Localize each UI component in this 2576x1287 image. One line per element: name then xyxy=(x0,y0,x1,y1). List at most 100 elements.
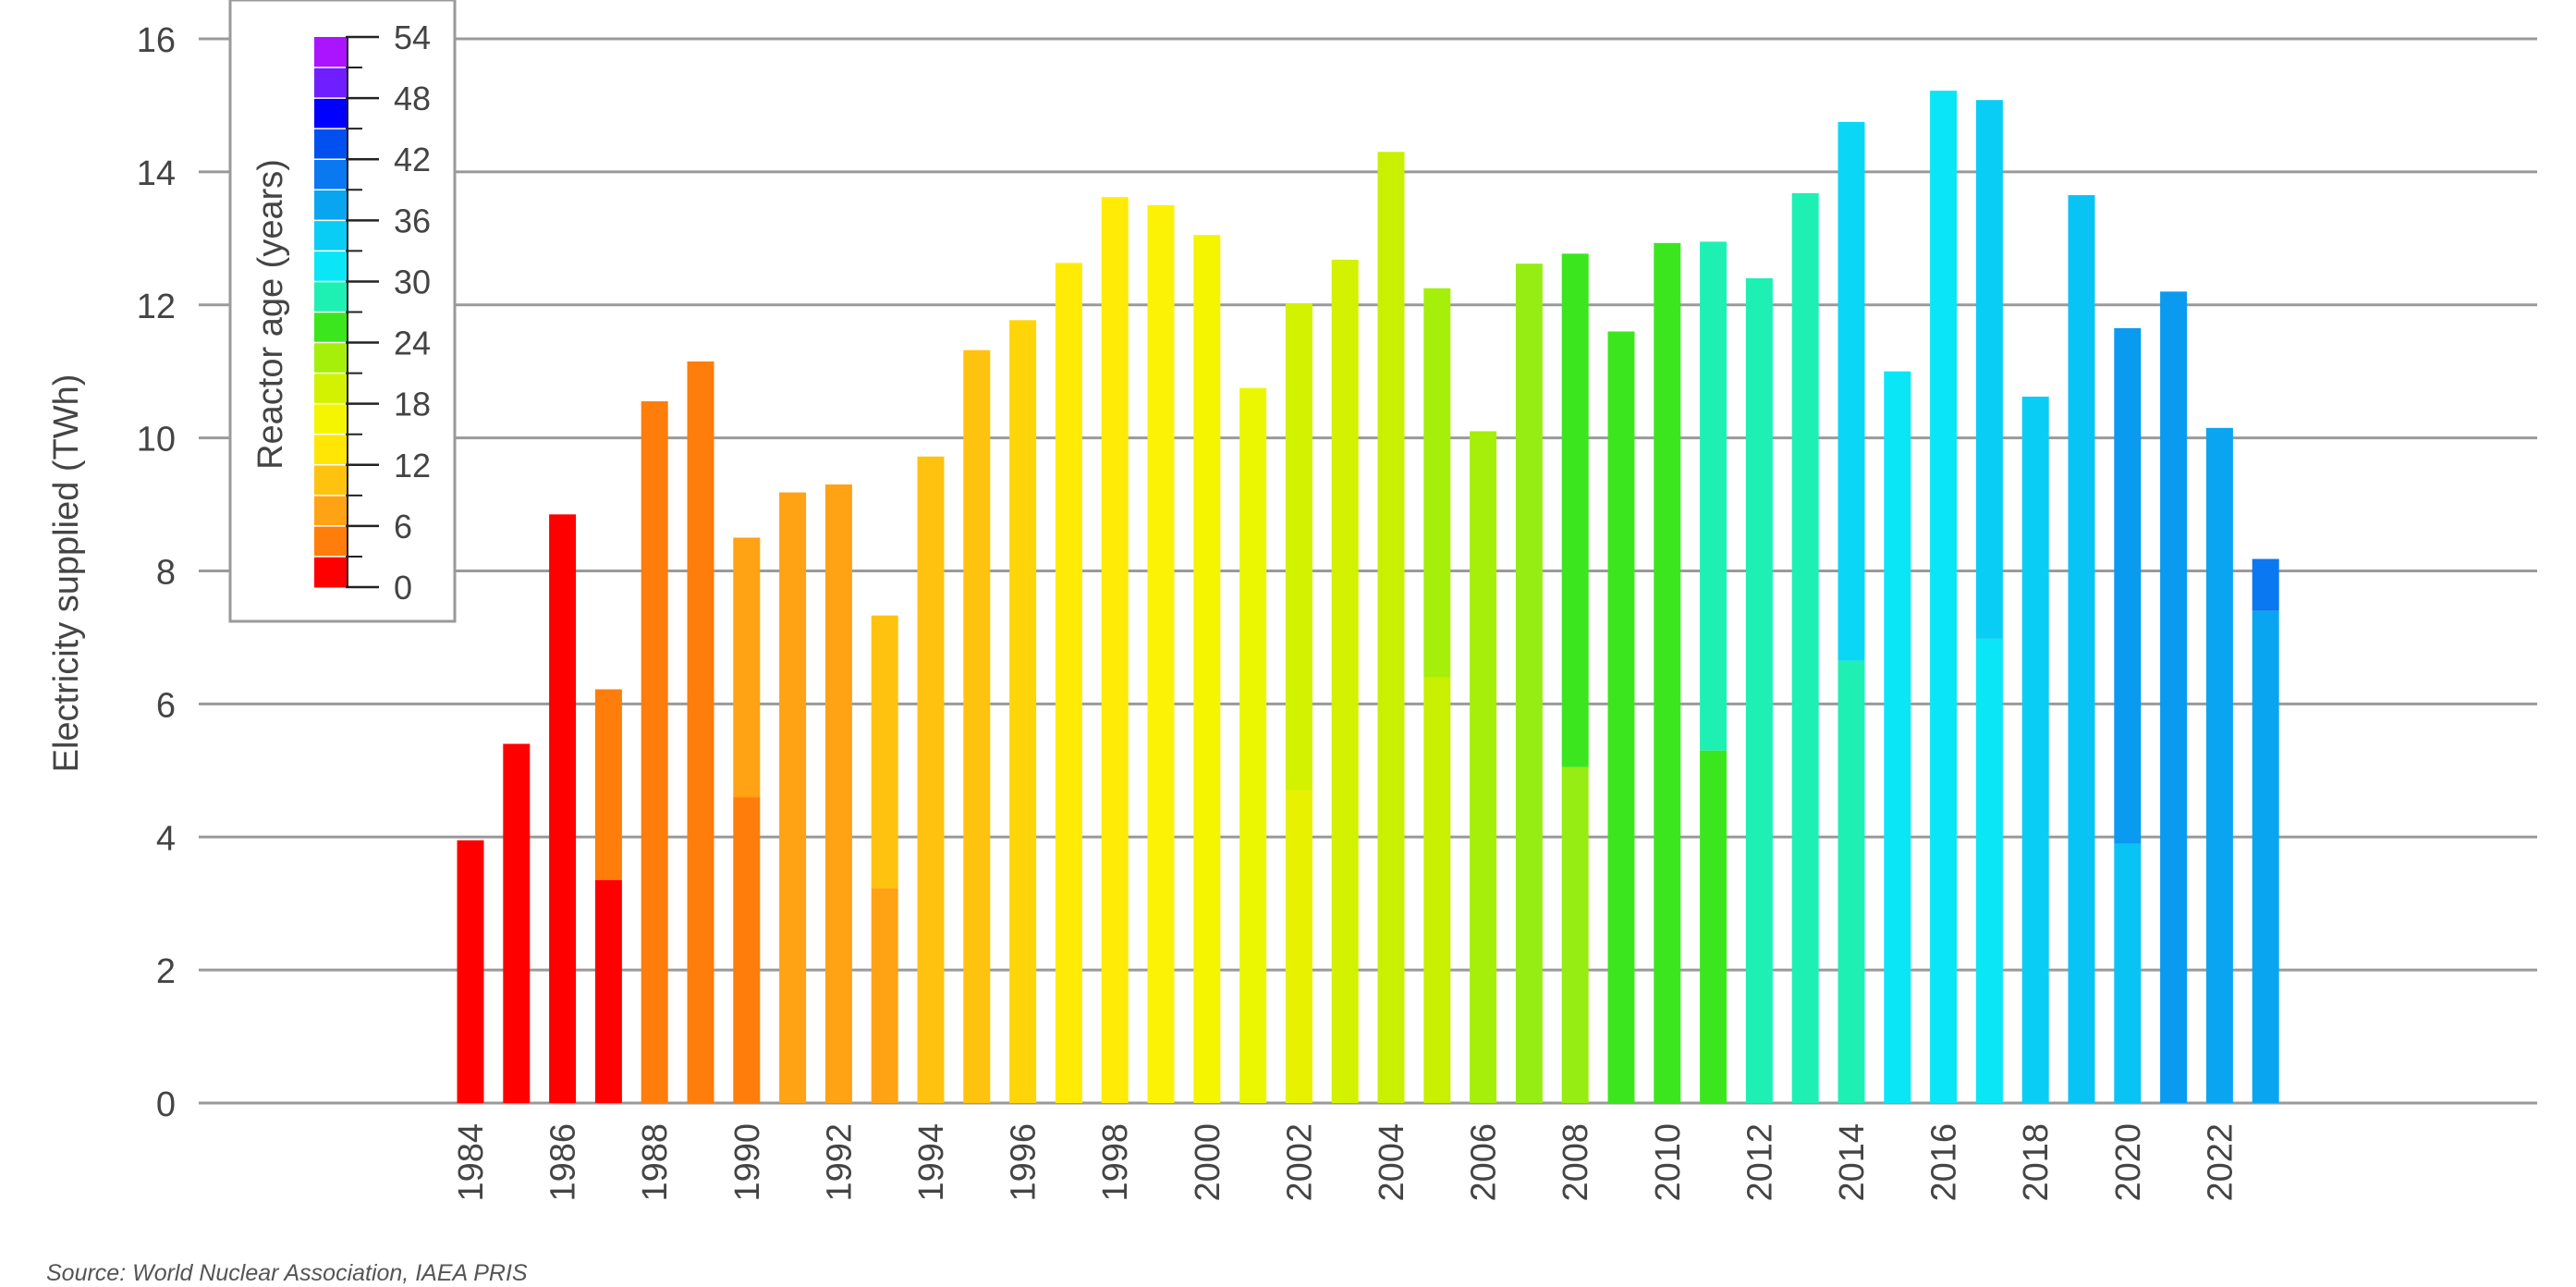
x-tick-label: 2016 xyxy=(1925,1123,1964,1202)
bars xyxy=(457,91,2279,1104)
legend-tick-label: 48 xyxy=(394,80,431,117)
bar-1999 xyxy=(1147,204,1175,1103)
bar-segment xyxy=(1745,277,1773,1104)
legend-color-cell xyxy=(314,312,348,344)
legend: Reactor age (years) 54 48 42 36 30 24 18 12 6 0 xyxy=(228,0,457,623)
legend-tick-label: 42 xyxy=(394,141,431,178)
bar-segment xyxy=(871,888,898,1103)
bar-segment xyxy=(1837,121,1865,661)
bar-segment xyxy=(1055,263,1082,1103)
bar-2023 xyxy=(2252,558,2279,1103)
x-tick-label: 2012 xyxy=(1740,1123,1779,1202)
legend-color-cell xyxy=(314,220,348,251)
x-tick-label: 2014 xyxy=(1833,1123,1872,1202)
bar-segment xyxy=(1975,100,2003,639)
x-tick-label: 2018 xyxy=(2017,1123,2056,1202)
y-tick-label: 10 xyxy=(137,421,176,460)
legend-tick-label: 24 xyxy=(394,325,431,362)
bar-2001 xyxy=(1239,387,1267,1103)
grid-lines xyxy=(199,37,2537,1105)
legend-tick-label: 0 xyxy=(394,569,412,607)
bar-segment xyxy=(1285,303,1312,791)
bar-1994 xyxy=(917,456,945,1104)
bar-segment xyxy=(1239,387,1267,1103)
y-tick-label: 6 xyxy=(156,686,176,725)
legend-color-cell xyxy=(314,98,348,129)
bar-segment xyxy=(2068,195,2095,1104)
bar-2002 xyxy=(1285,303,1312,1103)
x-tick-label: 2004 xyxy=(1373,1123,1411,1202)
x-tick-label: 1986 xyxy=(544,1123,583,1202)
bar-1987 xyxy=(594,689,622,1103)
y-tick-label: 12 xyxy=(137,288,176,326)
legend-tick-label: 12 xyxy=(394,447,431,484)
bar-segment xyxy=(1837,660,1865,1103)
bar-segment xyxy=(1101,197,1129,1103)
bar-segment xyxy=(1285,790,1312,1103)
legend-tick-label: 36 xyxy=(394,202,431,239)
x-tick-label: 2020 xyxy=(2109,1123,2148,1202)
y-tick-label: 8 xyxy=(156,554,176,593)
legend-color-cell xyxy=(314,464,348,496)
legend-title: Reactor age (years) xyxy=(251,159,290,470)
x-tick-label: 1990 xyxy=(728,1123,767,1202)
legend-tick-label: 18 xyxy=(394,386,431,423)
bar-segment xyxy=(2252,558,2279,611)
bar-1984 xyxy=(457,840,484,1103)
bar-segment xyxy=(1700,241,1728,751)
bar-2018 xyxy=(2021,397,2049,1103)
bar-1997 xyxy=(1055,263,1082,1103)
bar-segment xyxy=(779,492,807,1103)
bar-2017 xyxy=(1975,100,2003,1103)
bar-1996 xyxy=(1009,320,1037,1103)
y-tick-label: 0 xyxy=(156,1085,176,1124)
legend-color-cell xyxy=(314,37,348,68)
bar-segment xyxy=(2114,843,2142,1103)
bar-2014 xyxy=(1837,121,1865,1103)
bar-segment xyxy=(1515,264,1543,1103)
bar-segment xyxy=(1791,192,1819,1103)
bar-2022 xyxy=(2205,427,2233,1104)
bar-segment xyxy=(1470,431,1497,1103)
y-axis-ticks: 0 2 4 6 8 10 12 14 16 xyxy=(137,21,176,1124)
bar-segment xyxy=(503,743,531,1103)
bar-2004 xyxy=(1377,152,1405,1104)
legend-color-cell xyxy=(314,159,348,190)
bar-1985 xyxy=(503,743,531,1103)
bar-2013 xyxy=(1791,192,1819,1103)
legend-tick-label: 30 xyxy=(394,263,431,300)
bar-segment xyxy=(824,484,852,1103)
bar-1990 xyxy=(733,537,761,1103)
bar-segment xyxy=(641,401,668,1103)
bar-1991 xyxy=(779,492,807,1103)
bar-segment xyxy=(1423,677,1451,1103)
bar-2011 xyxy=(1700,241,1728,1103)
bar-segment xyxy=(1975,638,2003,1103)
bar-segment xyxy=(1193,235,1221,1103)
bar-segment xyxy=(871,615,898,889)
legend-color-cell xyxy=(314,342,348,374)
legend-tick-label: 54 xyxy=(394,18,431,56)
bar-segment xyxy=(2021,397,2049,1103)
bar-segment xyxy=(457,840,484,1103)
x-tick-label: 1988 xyxy=(636,1123,675,1202)
x-axis-ticks: 1984 1986 1988 1990 1992 1994 1996 1998 2000 2002… xyxy=(452,1123,2240,1202)
bar-1993 xyxy=(871,615,898,1103)
y-tick-label: 4 xyxy=(156,819,176,858)
bar-segment xyxy=(2114,327,2142,844)
bar-segment xyxy=(1654,242,1681,1103)
legend-color-cell xyxy=(314,495,348,527)
bar-2020 xyxy=(2114,327,2142,1103)
legend-color-cell xyxy=(314,434,348,466)
bar-segment xyxy=(963,349,991,1104)
bar-2005 xyxy=(1423,288,1451,1103)
bar-segment xyxy=(2252,610,2279,1103)
bar-segment xyxy=(733,797,761,1103)
legend-color-cell xyxy=(314,403,348,435)
bar-segment xyxy=(549,514,577,1103)
legend-color-cell xyxy=(314,373,348,405)
legend-color-cell xyxy=(314,281,348,313)
bar-segment xyxy=(1331,259,1359,1103)
y-axis-label: Electricity supplied (TWh) xyxy=(47,374,86,773)
bar-2009 xyxy=(1607,331,1635,1103)
